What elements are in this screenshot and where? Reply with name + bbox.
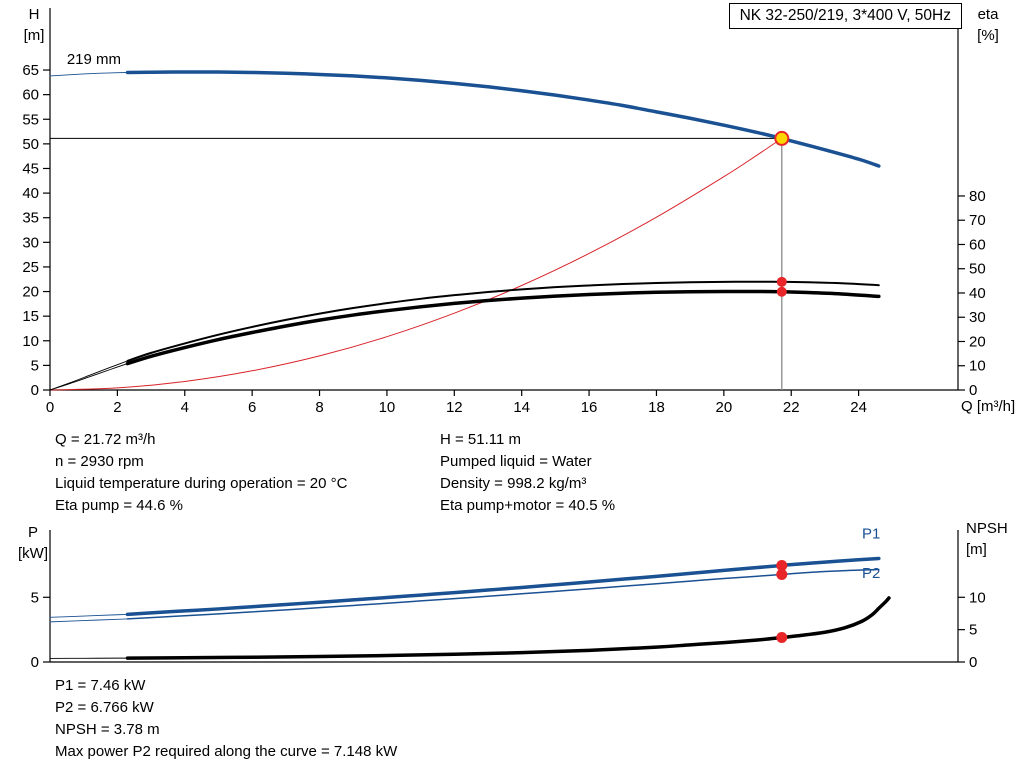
info-line-liquid: Pumped liquid = Water [440, 453, 592, 470]
operating-data-left-column: Q = 21.72 m³/h n = 2930 rpm Liquid tempe… [55, 429, 347, 517]
svg-text:60: 60 [22, 87, 39, 104]
svg-text:18: 18 [648, 399, 665, 416]
svg-text:35: 35 [22, 210, 39, 227]
svg-text:P2: P2 [862, 565, 880, 582]
svg-text:0: 0 [969, 654, 977, 671]
info-line-density: Density = 998.2 kg/m³ [440, 475, 587, 492]
svg-text:P1: P1 [862, 525, 880, 542]
info-line-npsh: NPSH = 3.78 m [55, 721, 160, 738]
svg-text:10: 10 [969, 589, 986, 606]
q-axis-label: Q [m³/h] [961, 398, 1016, 415]
info-line-q: Q = 21.72 m³/h [55, 431, 156, 448]
info-line-eta-pump: Eta pump = 44.6 % [55, 497, 183, 514]
svg-text:20: 20 [715, 399, 732, 416]
svg-text:6: 6 [248, 399, 256, 416]
svg-text:10: 10 [969, 358, 986, 375]
svg-text:0: 0 [969, 382, 977, 399]
svg-text:5: 5 [969, 622, 977, 639]
info-line-speed: n = 2930 rpm [55, 453, 144, 470]
pump-title: NK 32-250/219, 3*400 V, 50Hz [728, 3, 962, 29]
svg-text:5: 5 [31, 357, 39, 374]
svg-text:12: 12 [446, 399, 463, 416]
svg-text:50: 50 [22, 136, 39, 153]
svg-text:22: 22 [783, 399, 800, 416]
h-axis-label: H [m] [14, 4, 54, 46]
svg-text:20: 20 [22, 284, 39, 301]
svg-text:55: 55 [22, 111, 39, 128]
info-line-p2: P2 = 6.766 kW [55, 699, 154, 716]
result-text-block: P1 = 7.46 kW P2 = 6.766 kW NPSH = 3.78 m… [55, 675, 397, 763]
svg-text:10: 10 [22, 333, 39, 350]
eta-axis-symbol: eta [977, 6, 999, 23]
info-line-h: H = 51.11 m [440, 431, 522, 448]
svg-text:40: 40 [969, 285, 986, 302]
svg-text:10: 10 [379, 399, 396, 416]
svg-text:30: 30 [969, 309, 986, 326]
svg-text:2: 2 [113, 399, 121, 416]
eta-axis-unit: [%] [977, 27, 999, 44]
info-line-liquid-temp: Liquid temperature during operation = 20… [55, 475, 348, 492]
h-axis-symbol: H [28, 6, 40, 23]
svg-text:219 mm: 219 mm [67, 51, 121, 68]
svg-text:70: 70 [969, 212, 986, 229]
svg-text:0: 0 [46, 399, 54, 416]
npsh-axis-label: NPSH [m] [966, 518, 1018, 560]
svg-text:4: 4 [181, 399, 189, 416]
svg-text:15: 15 [22, 308, 39, 325]
svg-text:5: 5 [31, 589, 39, 606]
info-line-max-power: Max power P2 required along the curve = … [55, 743, 398, 760]
svg-text:16: 16 [581, 399, 598, 416]
eta-axis-label: eta [%] [966, 4, 1010, 46]
svg-text:0: 0 [31, 654, 39, 671]
svg-text:40: 40 [22, 185, 39, 202]
operating-data-right-column: H = 51.11 m Pumped liquid = Water Densit… [440, 429, 615, 517]
svg-text:14: 14 [513, 399, 530, 416]
npsh-axis-symbol: NPSH [966, 520, 1008, 537]
svg-text:80: 80 [969, 188, 986, 205]
info-line-eta-total: Eta pump+motor = 40.5 % [440, 497, 616, 514]
svg-text:25: 25 [22, 259, 39, 276]
p-axis-unit: [kW] [18, 545, 48, 562]
npsh-axis-unit: [m] [966, 541, 987, 558]
svg-text:50: 50 [969, 261, 986, 278]
svg-text:60: 60 [969, 236, 986, 253]
svg-text:0: 0 [31, 382, 39, 399]
svg-text:24: 24 [850, 399, 867, 416]
svg-text:65: 65 [22, 62, 39, 79]
svg-text:20: 20 [969, 333, 986, 350]
svg-text:30: 30 [22, 234, 39, 251]
info-line-p1: P1 = 7.46 kW [55, 677, 146, 694]
p-axis-label: P [kW] [12, 522, 54, 564]
svg-text:8: 8 [315, 399, 323, 416]
h-axis-unit: [m] [23, 27, 45, 44]
p-axis-symbol: P [27, 524, 38, 541]
svg-text:45: 45 [22, 160, 39, 177]
